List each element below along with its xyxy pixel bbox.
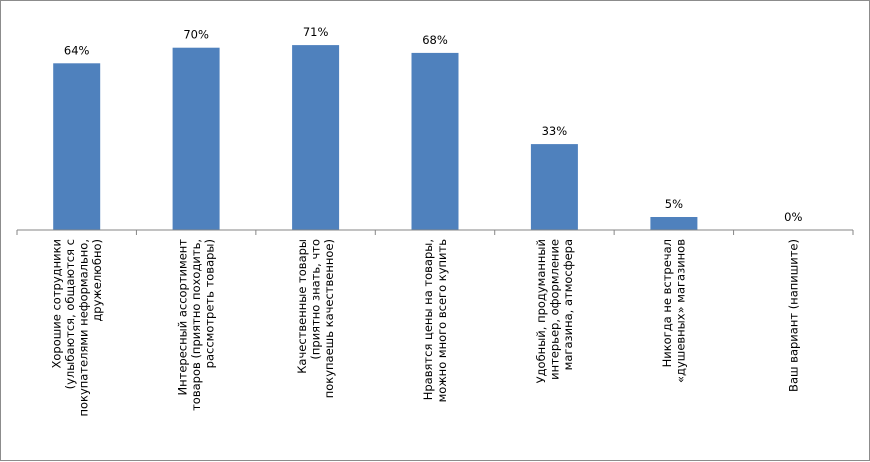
category-label-line: можно много всего купить xyxy=(435,239,449,403)
category-label-line: интерьер, оформление xyxy=(547,239,561,380)
category-label: Интересный ассортимент товаров (приятно п… xyxy=(176,239,217,411)
category-labels-group: Хорошие сотрудники (улыбаются, общаются с… xyxy=(49,239,800,417)
data-label: 33% xyxy=(542,124,568,138)
category-label: Ваш вариант (напишите) xyxy=(786,239,800,392)
data-labels-group: 64% 70% 71% 68% 33% 5% 0% xyxy=(64,25,803,224)
category-label-line: (улыбаются, общаются с xyxy=(63,239,77,389)
data-label: 0% xyxy=(784,210,802,224)
category-label: Качественные товары (приятно знать, что по… xyxy=(295,239,336,398)
data-label: 64% xyxy=(64,43,90,57)
category-label-line: Удобный, продуманный xyxy=(534,239,548,383)
category-label-line: рассмотреть товары) xyxy=(203,239,217,368)
category-label-line: Нравятся цены на товары, xyxy=(421,239,435,400)
bar xyxy=(411,52,459,231)
category-label-line: Никогда не встречал xyxy=(660,239,674,367)
category-label-line: Интересный ассортимент xyxy=(176,239,190,396)
category-label-line: магазина, атмосфера xyxy=(561,239,575,370)
x-axis xyxy=(16,229,854,235)
category-label: Нравятся цены на товары, можно много всег… xyxy=(421,239,449,403)
bar xyxy=(292,45,340,230)
category-label-line: Качественные товары xyxy=(295,239,309,374)
category-label-line: покупаешь качественное) xyxy=(322,239,336,398)
data-label: 68% xyxy=(422,33,448,47)
bars-group xyxy=(53,45,698,231)
data-label: 70% xyxy=(183,28,209,42)
category-label-line: (приятно знать, что xyxy=(309,239,323,360)
category-label-line: Хорошие сотрудники xyxy=(49,239,63,369)
category-label-line: покупателями неформально, xyxy=(77,239,91,417)
category-label-line: «душевных» магазинов xyxy=(674,239,688,383)
category-label-line: товаров (приятно походить, xyxy=(189,239,203,411)
data-label: 5% xyxy=(665,197,683,211)
category-label: Удобный, продуманный интерьер, оформление… xyxy=(534,239,575,383)
category-label: Никогда не встречал «душевных» магазинов xyxy=(660,239,688,383)
bar xyxy=(650,217,698,230)
bar xyxy=(172,47,220,231)
category-label-line: Ваш вариант (напишите) xyxy=(786,239,800,392)
category-label: Хорошие сотрудники (улыбаются, общаются с… xyxy=(49,239,104,417)
bar xyxy=(530,144,578,230)
data-label: 71% xyxy=(303,25,329,39)
bar xyxy=(53,63,101,230)
category-label-line: дружелюбно) xyxy=(90,239,104,322)
